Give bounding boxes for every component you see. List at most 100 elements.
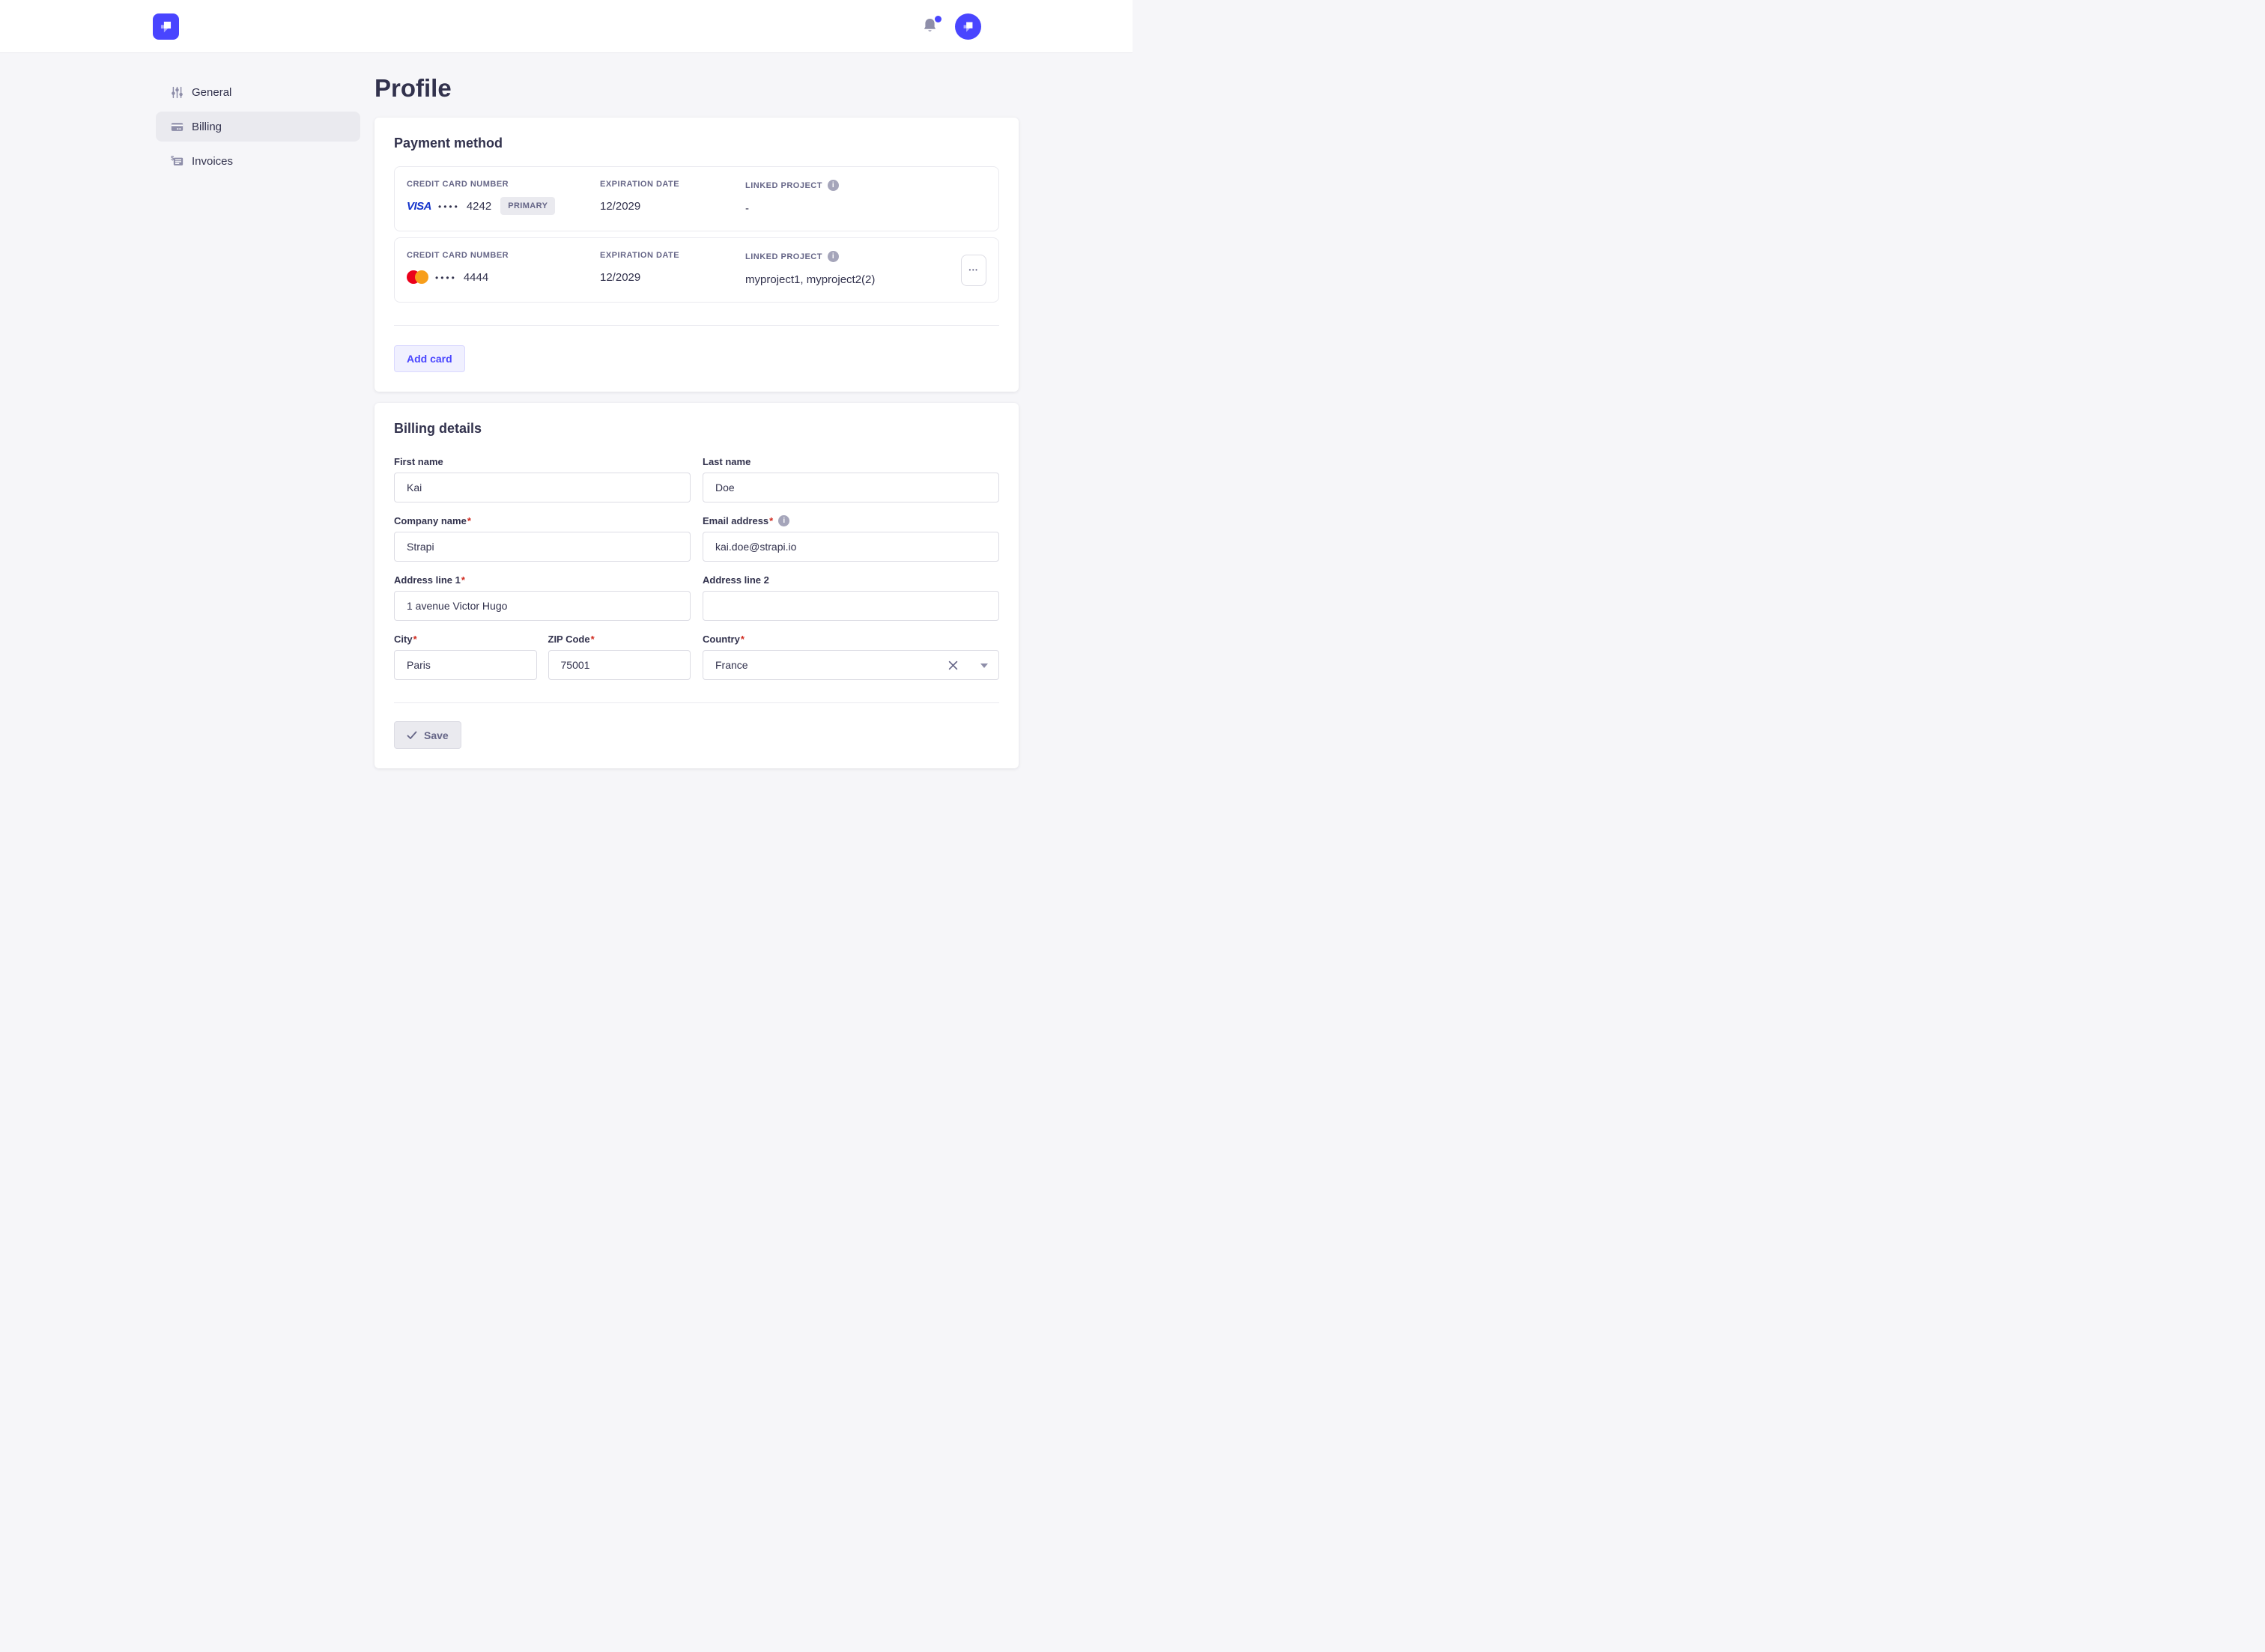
- card-last4: 4242: [466, 199, 492, 213]
- city-label-text: City: [394, 634, 413, 645]
- card-more-options-button[interactable]: [961, 254, 986, 286]
- last-name-label-text: Last name: [703, 456, 751, 467]
- required-asterisk: *: [413, 634, 417, 645]
- credit-card-row-mastercard: CREDIT CARD NUMBER •••• 4444 EXPIRATION …: [394, 237, 999, 303]
- chevron-down-icon: [980, 663, 988, 668]
- save-button-label: Save: [424, 729, 449, 741]
- card-last4: 4444: [463, 270, 489, 284]
- required-asterisk: *: [467, 515, 471, 526]
- clear-country-button[interactable]: [947, 659, 959, 672]
- save-button[interactable]: Save: [394, 721, 461, 749]
- last-name-label: Last name: [703, 456, 999, 467]
- company-name-label: Company name *: [394, 515, 691, 526]
- city-zip-row: City* ZIP Code*: [394, 634, 691, 680]
- country-select[interactable]: France: [703, 650, 999, 680]
- required-asterisk: *: [740, 634, 745, 645]
- credit-card-icon: [171, 121, 184, 133]
- info-icon[interactable]: [827, 180, 839, 191]
- svg-text:$: $: [171, 155, 175, 162]
- address1-label: Address line 1 *: [394, 574, 691, 586]
- email-label: Email address *: [703, 515, 999, 526]
- first-name-label: First name: [394, 456, 691, 467]
- primary-badge: PRIMARY: [500, 197, 556, 215]
- visa-logo-icon: VISA: [407, 199, 432, 213]
- last-name-field-group: Last name: [703, 456, 999, 502]
- email-input[interactable]: [703, 532, 999, 562]
- strapi-logo[interactable]: [153, 13, 179, 40]
- sidebar-item-invoices[interactable]: $ Invoices: [156, 146, 360, 176]
- city-label: City *: [394, 634, 537, 645]
- info-icon[interactable]: [778, 515, 790, 526]
- masked-digits: ••••: [435, 273, 457, 283]
- panel-divider: [394, 325, 999, 326]
- strapi-logo-icon: [160, 21, 172, 32]
- avatar-strapi-icon: [963, 22, 973, 32]
- sidebar-item-general[interactable]: General: [156, 77, 360, 107]
- address1-field-group: Address line 1 *: [394, 574, 691, 621]
- linked-project-label-text: LINKED PROJECT: [745, 252, 822, 261]
- bell-icon: [924, 18, 936, 31]
- sidebar-item-label: Billing: [192, 120, 222, 133]
- sidebar-item-label: General: [192, 85, 232, 99]
- check-icon: [407, 731, 417, 739]
- billing-details-heading: Billing details: [394, 421, 482, 436]
- zip-label-text: ZIP Code: [548, 634, 590, 645]
- country-label: Country *: [703, 634, 999, 645]
- company-name-field-group: Company name *: [394, 515, 691, 562]
- notifications-button[interactable]: [922, 16, 942, 35]
- sidebar-item-billing[interactable]: Billing: [156, 112, 360, 142]
- address2-field-group: Address line 2: [703, 574, 999, 621]
- first-name-input[interactable]: [394, 473, 691, 502]
- settings-sidebar: General Billing $: [156, 73, 360, 180]
- country-label-text: Country: [703, 634, 740, 645]
- first-name-label-text: First name: [394, 456, 443, 467]
- linked-project-label: LINKED PROJECT: [745, 251, 952, 262]
- company-name-label-text: Company name: [394, 515, 467, 526]
- linked-project-value: -: [745, 201, 749, 215]
- clear-x-icon: [948, 661, 958, 669]
- city-field-group: City *: [394, 634, 537, 680]
- masked-digits: ••••: [438, 201, 460, 212]
- address2-input[interactable]: [703, 591, 999, 621]
- required-asterisk: *: [590, 634, 595, 645]
- sidebar-item-label: Invoices: [192, 154, 234, 168]
- address1-input[interactable]: [394, 591, 691, 621]
- expiration-date-label: EXPIRATION DATE: [600, 251, 680, 260]
- credit-card-row-visa: CREDIT CARD NUMBER VISA •••• 4242 PRIMAR…: [394, 166, 999, 231]
- info-icon[interactable]: [827, 251, 839, 262]
- linked-project-value: myproject1, myproject2(2): [745, 273, 876, 286]
- notification-dot: [935, 16, 942, 22]
- linked-project-label: LINKED PROJECT: [745, 180, 986, 191]
- linked-project-label-text: LINKED PROJECT: [745, 180, 822, 190]
- credit-card-number-label: CREDIT CARD NUMBER: [407, 180, 509, 189]
- email-field-group: Email address *: [703, 515, 999, 562]
- top-header: [0, 0, 1132, 53]
- invoices-icon: $: [171, 155, 184, 168]
- address2-label-text: Address line 2: [703, 574, 769, 586]
- country-field-group: Country * France: [703, 634, 999, 680]
- billing-form: First name Last name Company name*: [394, 456, 999, 680]
- payment-method-panel: Payment method CREDIT CARD NUMBER VISA •…: [375, 118, 1019, 392]
- zip-label: ZIP Code *: [548, 634, 691, 645]
- required-asterisk: *: [769, 515, 774, 526]
- country-select-value: France: [715, 659, 748, 671]
- expiration-date-label: EXPIRATION DATE: [600, 180, 680, 189]
- city-input[interactable]: [394, 650, 537, 680]
- required-asterisk: *: [461, 574, 465, 586]
- panel-divider: [394, 702, 999, 703]
- zip-input[interactable]: [548, 650, 691, 680]
- sliders-icon: [171, 86, 184, 99]
- address1-label-text: Address line 1: [394, 574, 461, 586]
- expiration-date-value: 12/2029: [600, 270, 641, 284]
- page-title: Profile: [375, 74, 452, 102]
- user-avatar[interactable]: [955, 13, 981, 40]
- payment-method-heading: Payment method: [394, 136, 503, 151]
- zip-field-group: ZIP Code *: [548, 634, 691, 680]
- email-label-text: Email address: [703, 515, 769, 526]
- address2-label: Address line 2: [703, 574, 999, 586]
- first-name-field-group: First name: [394, 456, 691, 502]
- header-actions: [922, 13, 981, 40]
- add-card-button[interactable]: Add card: [394, 345, 465, 372]
- company-name-input[interactable]: [394, 532, 691, 562]
- last-name-input[interactable]: [703, 473, 999, 502]
